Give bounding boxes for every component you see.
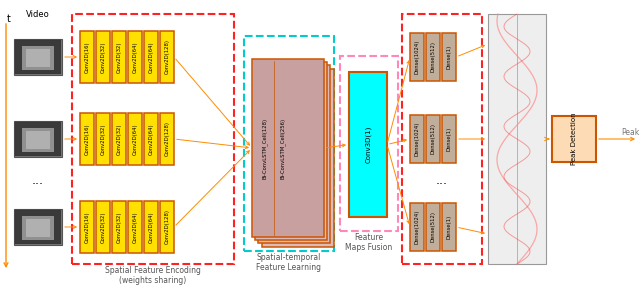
FancyBboxPatch shape (96, 113, 110, 165)
FancyBboxPatch shape (80, 201, 94, 253)
FancyBboxPatch shape (22, 216, 54, 240)
FancyBboxPatch shape (128, 201, 142, 253)
FancyBboxPatch shape (15, 210, 61, 244)
Text: Video: Video (26, 10, 50, 19)
Text: Conv2D(32): Conv2D(32) (116, 123, 122, 155)
FancyBboxPatch shape (96, 201, 110, 253)
Text: Peak Detection: Peak Detection (571, 113, 577, 165)
Text: Bi-ConvLSTM_Cell(256): Bi-ConvLSTM_Cell(256) (280, 117, 285, 179)
FancyBboxPatch shape (349, 72, 387, 217)
Text: Conv2D(64): Conv2D(64) (132, 211, 138, 243)
Text: Conv2D(64): Conv2D(64) (148, 123, 154, 155)
Text: t: t (7, 14, 11, 24)
Text: Conv2D(16): Conv2D(16) (84, 211, 90, 243)
FancyBboxPatch shape (442, 33, 456, 81)
Text: Conv2D(32): Conv2D(32) (100, 41, 106, 73)
Text: Conv3D(1): Conv3D(1) (365, 126, 371, 163)
Text: Conv2D(64): Conv2D(64) (148, 41, 154, 73)
FancyBboxPatch shape (552, 116, 596, 162)
FancyBboxPatch shape (15, 122, 61, 156)
Text: Conv2D(32): Conv2D(32) (116, 41, 122, 73)
FancyBboxPatch shape (410, 203, 424, 251)
FancyBboxPatch shape (160, 113, 174, 165)
FancyBboxPatch shape (442, 203, 456, 251)
FancyBboxPatch shape (96, 31, 110, 83)
Text: Spatial Feature Encoding
(weights sharing): Spatial Feature Encoding (weights sharin… (105, 266, 201, 286)
FancyBboxPatch shape (258, 65, 330, 243)
FancyBboxPatch shape (410, 115, 424, 163)
FancyBboxPatch shape (262, 69, 334, 247)
FancyBboxPatch shape (80, 113, 94, 165)
FancyBboxPatch shape (26, 49, 50, 67)
FancyBboxPatch shape (14, 209, 62, 245)
Text: Conv2D(32): Conv2D(32) (116, 211, 122, 243)
Text: Peak: Peak (621, 128, 639, 137)
Text: Bi-ConvLSTM_Cell(128): Bi-ConvLSTM_Cell(128) (262, 117, 268, 179)
FancyBboxPatch shape (426, 33, 440, 81)
Text: Dense(1): Dense(1) (447, 215, 451, 239)
Text: ...: ... (436, 175, 448, 188)
Text: Conv2D(128): Conv2D(128) (164, 210, 170, 244)
FancyBboxPatch shape (144, 113, 158, 165)
FancyBboxPatch shape (26, 131, 50, 149)
FancyBboxPatch shape (14, 39, 62, 75)
FancyBboxPatch shape (112, 201, 126, 253)
Text: Feature
Maps Fusion: Feature Maps Fusion (346, 233, 392, 252)
Text: Dense(512): Dense(512) (431, 42, 435, 73)
Text: Conv2D(128): Conv2D(128) (164, 121, 170, 157)
FancyBboxPatch shape (112, 31, 126, 83)
Text: Dense(512): Dense(512) (431, 123, 435, 155)
FancyBboxPatch shape (80, 31, 94, 83)
Text: Dense(1024): Dense(1024) (415, 122, 419, 156)
FancyBboxPatch shape (144, 31, 158, 83)
FancyBboxPatch shape (255, 62, 327, 240)
Text: Spatial-temporal
Feature Learning: Spatial-temporal Feature Learning (257, 253, 321, 273)
FancyBboxPatch shape (112, 113, 126, 165)
Text: Conv2D(32): Conv2D(32) (100, 211, 106, 243)
FancyBboxPatch shape (128, 113, 142, 165)
Text: Conv2D(64): Conv2D(64) (132, 123, 138, 155)
FancyBboxPatch shape (22, 128, 54, 152)
FancyBboxPatch shape (26, 219, 50, 237)
FancyBboxPatch shape (426, 203, 440, 251)
Text: Conv2D(16): Conv2D(16) (84, 123, 90, 155)
Text: Conv2D(16): Conv2D(16) (84, 41, 90, 73)
Text: Conv2D(64): Conv2D(64) (132, 41, 138, 73)
FancyBboxPatch shape (128, 31, 142, 83)
FancyBboxPatch shape (252, 59, 324, 237)
Text: Conv2D(64): Conv2D(64) (148, 211, 154, 243)
Text: Dense(1024): Dense(1024) (415, 210, 419, 244)
FancyBboxPatch shape (410, 33, 424, 81)
Text: Dense(1): Dense(1) (447, 45, 451, 69)
Text: Conv2D(128): Conv2D(128) (164, 40, 170, 75)
Text: Conv2D(32): Conv2D(32) (100, 123, 106, 155)
FancyBboxPatch shape (488, 14, 546, 264)
Text: ...: ... (32, 175, 44, 188)
Text: Dense(1024): Dense(1024) (415, 40, 419, 74)
FancyBboxPatch shape (160, 31, 174, 83)
FancyBboxPatch shape (14, 121, 62, 157)
FancyBboxPatch shape (22, 46, 54, 70)
FancyBboxPatch shape (442, 115, 456, 163)
FancyBboxPatch shape (144, 201, 158, 253)
Text: Dense(1): Dense(1) (447, 127, 451, 151)
FancyBboxPatch shape (15, 40, 61, 74)
FancyBboxPatch shape (426, 115, 440, 163)
FancyBboxPatch shape (160, 201, 174, 253)
Text: Dense(512): Dense(512) (431, 212, 435, 242)
